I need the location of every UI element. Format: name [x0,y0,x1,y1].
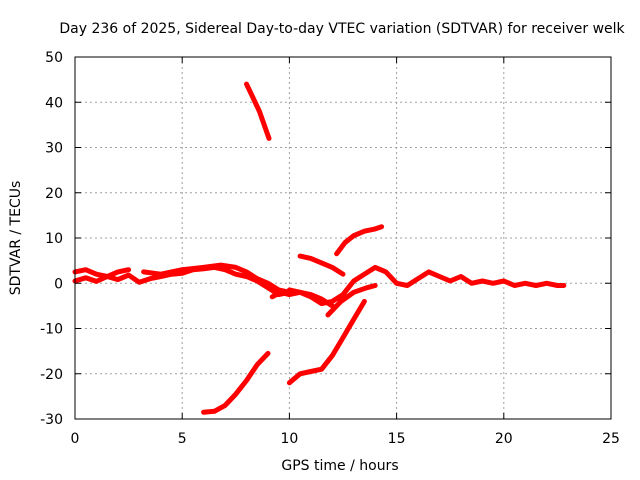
series-arc-up [286,298,367,386]
y-tick-label: 30 [45,141,63,157]
y-tick-label: -20 [40,367,63,383]
x-tick-label: 0 [71,431,80,447]
y-tick-label: -30 [40,412,63,428]
series-arc-high [244,81,272,141]
series-arc-low [201,350,271,415]
y-tick-label: 50 [45,50,63,66]
y-tick-label: 20 [45,186,63,202]
y-tick-label: 0 [54,276,63,292]
ticks: 0 5 10 15 20 25 -30 -20 -10 0 10 20 30 40 50 [40,50,620,447]
x-tick-label: 5 [178,431,187,447]
x-tick-label: 25 [602,431,620,447]
series-baseline-5 [325,283,378,318]
series-layer [72,81,567,415]
series-baseline-4 [269,289,335,309]
chart-title: Day 236 of 2025, Sidereal Day-to-day VTE… [59,21,625,37]
y-tick-label: -10 [40,322,63,338]
x-axis-label: GPS time / hours [281,458,398,474]
y-tick-label: 10 [45,231,63,247]
series-arc-mid [297,253,346,277]
series-arc-rise [334,224,385,257]
series-baseline-2 [141,262,292,295]
x-tick-label: 10 [280,431,298,447]
y-axis-label: SDTVAR / TECUs [8,181,24,296]
series-baseline-3 [286,264,567,307]
x-tick-label: 20 [495,431,513,447]
series-baseline-1b [72,267,132,279]
y-tick-label: 40 [45,95,63,111]
x-tick-label: 15 [388,431,406,447]
